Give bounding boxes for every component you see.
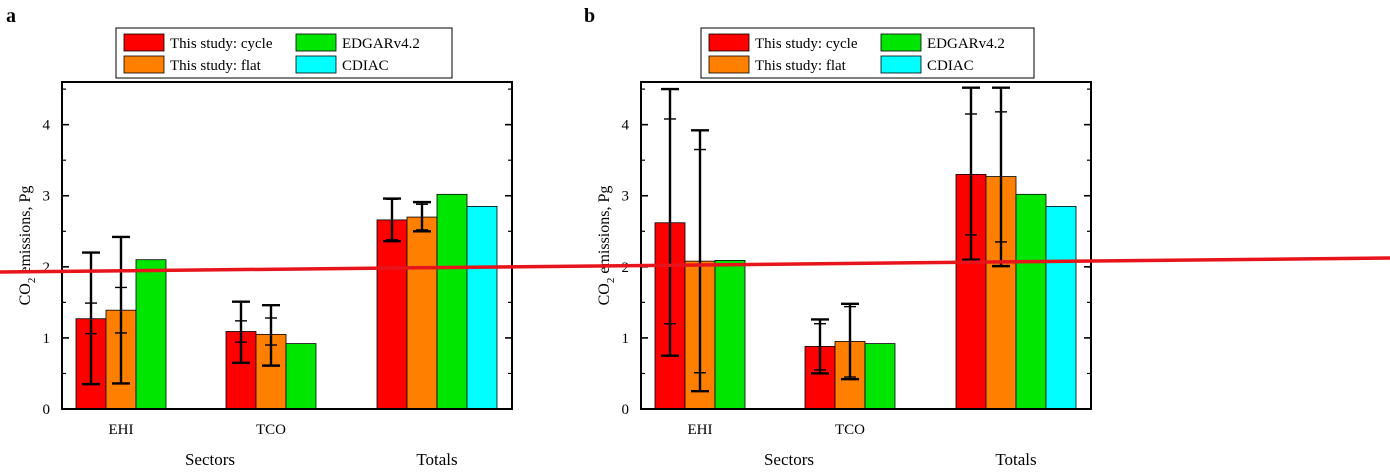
- y-axis-label: CO2 emissions, Pg: [596, 186, 617, 306]
- legend: This study: cycle EDGARv4.2 This study: fl…: [115, 27, 453, 79]
- y-axis-label: CO2 emissions, Pg: [17, 186, 38, 306]
- overlay-layer: [0, 256, 1390, 274]
- legend-swatch-cdiac: [880, 55, 922, 74]
- legend-label-flat: This study: flat: [755, 58, 847, 74]
- x-group-label-totals: Totals: [416, 450, 457, 469]
- y-tick-label: 3: [43, 189, 51, 205]
- legend-swatch-edgar: [295, 33, 337, 52]
- bar-edgar: [1015, 193, 1047, 410]
- bar-cdiac: [466, 206, 498, 410]
- bar-edgar: [135, 259, 167, 410]
- y-tick-label: 1: [622, 331, 630, 347]
- legend-swatch-cycle: [708, 33, 750, 52]
- legend-label-edgar: EDGARv4.2: [927, 36, 1005, 52]
- bar-edgar: [864, 343, 896, 410]
- x-category-label: EHI: [109, 422, 134, 438]
- y-tick-label: 4: [622, 118, 630, 134]
- panel-b: b 0 1 2 3 4 CO2 emissions, Pg EHI TCO Sectors Tota…: [584, 5, 1092, 469]
- y-tick-label: 3: [622, 189, 630, 205]
- bar-cdiac: [1045, 206, 1077, 410]
- x-group-label-sectors: Sectors: [764, 450, 814, 469]
- legend-swatch-flat: [708, 55, 750, 74]
- y-tick-label: 0: [43, 402, 51, 418]
- x-group-label-totals: Totals: [995, 450, 1036, 469]
- legend-swatch-flat: [123, 55, 165, 74]
- legend-label-cdiac: CDIAC: [927, 58, 974, 74]
- y-tick-label: 1: [43, 331, 51, 347]
- bar-flat: [406, 216, 438, 410]
- legend-label-edgar: EDGARv4.2: [342, 36, 420, 52]
- panel-label: b: [584, 5, 595, 27]
- panel-label: a: [6, 5, 16, 27]
- legend-box: [700, 27, 1035, 79]
- y-tick-label: 2: [622, 260, 630, 276]
- plot-frame: [640, 81, 1092, 410]
- legend-label-flat: This study: flat: [170, 58, 262, 74]
- bar-edgar: [714, 260, 746, 410]
- y-tick-label: 4: [43, 118, 51, 134]
- legend-swatch-cdiac: [295, 55, 337, 74]
- y-tick-label: 0: [622, 402, 630, 418]
- x-category-label: TCO: [835, 422, 865, 438]
- overlay-red-line: [0, 256, 1390, 274]
- x-group-label-sectors: Sectors: [185, 450, 235, 469]
- legend-label-cycle: This study: cycle: [755, 36, 858, 52]
- bar-edgar: [285, 343, 317, 410]
- x-category-label: EHI: [688, 422, 713, 438]
- legend-label-cdiac: CDIAC: [342, 58, 389, 74]
- legend: This study: cycle EDGARv4.2 This study: fl…: [700, 27, 1035, 79]
- bar-edgar: [436, 193, 468, 410]
- x-category-label: TCO: [256, 422, 286, 438]
- bar-cycle: [376, 219, 408, 410]
- legend-swatch-cycle: [123, 33, 165, 52]
- legend-box: [115, 27, 453, 79]
- legend-label-cycle: This study: cycle: [170, 36, 273, 52]
- plot-frame: [61, 81, 513, 410]
- y-tick-label: 2: [43, 260, 51, 276]
- panel-a: a 0 1 2 3 4 CO2 emissions, Pg EHI TCO Sectors Tota…: [6, 5, 513, 469]
- legend-swatch-edgar: [880, 33, 922, 52]
